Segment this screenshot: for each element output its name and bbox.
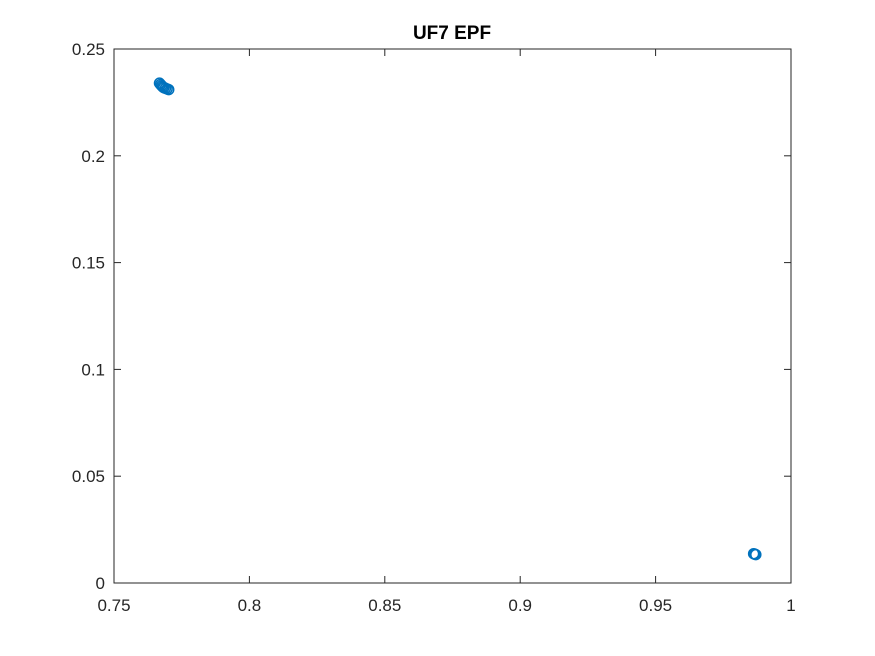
data-points	[153, 77, 762, 561]
x-axis-tick-labels: 0.75 0.8 0.85 0.9 0.95 1	[97, 596, 795, 615]
data-point	[162, 83, 175, 96]
x-tick-label: 0.9	[508, 596, 532, 615]
x-tick-label: 0.95	[639, 596, 672, 615]
y-tick-label: 0.1	[81, 360, 105, 379]
y-tick-label: 0.15	[72, 254, 105, 273]
y-tick-label: 0.05	[72, 467, 105, 486]
y-tick-label: 0	[96, 574, 105, 593]
y-tick-label: 0.25	[72, 40, 105, 59]
chart-title: UF7 EPF	[413, 23, 491, 44]
x-tick-label: 0.8	[238, 596, 262, 615]
y-axis-tick-labels: 0 0.05 0.1 0.15 0.2 0.25	[72, 40, 105, 593]
data-point	[750, 548, 762, 561]
plot-area	[113, 48, 792, 584]
axis-ticks	[113, 48, 792, 584]
x-tick-label: 0.85	[368, 596, 401, 615]
x-tick-label: 0.75	[97, 596, 130, 615]
y-tick-label: 0.2	[81, 147, 105, 166]
x-tick-label: 1	[786, 596, 795, 615]
